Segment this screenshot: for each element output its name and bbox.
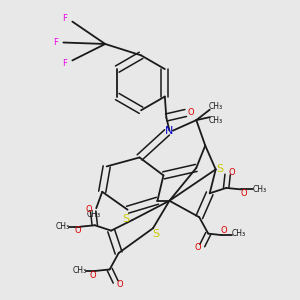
- Text: O: O: [229, 168, 236, 177]
- Text: S: S: [216, 164, 224, 174]
- Text: O: O: [221, 226, 227, 236]
- Text: O: O: [85, 205, 92, 214]
- Text: F: F: [62, 59, 67, 68]
- Text: CH₃: CH₃: [56, 222, 70, 231]
- Text: F: F: [62, 14, 67, 23]
- Text: S: S: [122, 214, 129, 224]
- Text: CH₃: CH₃: [232, 229, 246, 238]
- Text: O: O: [89, 271, 96, 280]
- Text: CH₃: CH₃: [72, 266, 86, 275]
- Text: CH₃: CH₃: [208, 102, 223, 111]
- Text: CH₃: CH₃: [86, 210, 100, 219]
- Text: O: O: [74, 226, 81, 236]
- Text: O: O: [194, 243, 201, 252]
- Text: O: O: [240, 189, 247, 198]
- Text: N: N: [165, 126, 174, 136]
- Text: F: F: [53, 38, 58, 47]
- Text: CH₃: CH₃: [253, 185, 267, 194]
- Text: O: O: [117, 280, 124, 290]
- Text: CH₃: CH₃: [208, 116, 223, 124]
- Text: S: S: [152, 229, 160, 238]
- Text: O: O: [188, 108, 194, 117]
